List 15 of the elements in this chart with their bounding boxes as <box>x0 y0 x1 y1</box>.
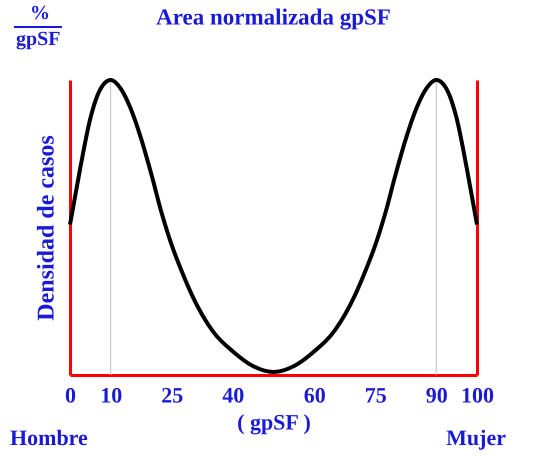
x-tick-label: 40 <box>222 382 244 408</box>
text: Mujer <box>446 425 506 451</box>
x-tick-label: 25 <box>161 382 184 408</box>
x-tick-label: 60 <box>304 382 326 408</box>
x-tick-label: 100 <box>461 382 494 408</box>
text: gpSF <box>14 26 62 51</box>
chart-title: Area normalizada gpSF <box>156 4 391 30</box>
y-axis-title: Densidad de casos <box>34 135 60 321</box>
x-tick-label: 90 <box>426 382 448 408</box>
x-tick-label: 10 <box>100 382 122 408</box>
text: Hombre <box>10 425 88 451</box>
x-tick-label: 0 <box>65 382 76 408</box>
x-axis-title: ( gpSF ) <box>237 410 311 434</box>
x-tick-label: 75 <box>364 382 387 408</box>
text: % <box>30 2 50 25</box>
